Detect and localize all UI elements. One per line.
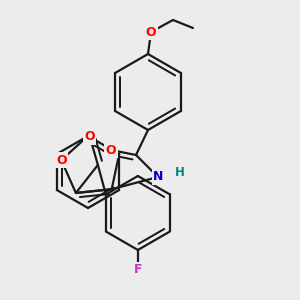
- Text: F: F: [134, 263, 142, 277]
- Text: N: N: [153, 170, 163, 184]
- Text: O: O: [146, 26, 156, 38]
- Text: H: H: [175, 167, 185, 179]
- Text: O: O: [56, 154, 67, 166]
- Text: O: O: [85, 130, 95, 143]
- Text: O: O: [106, 143, 116, 157]
